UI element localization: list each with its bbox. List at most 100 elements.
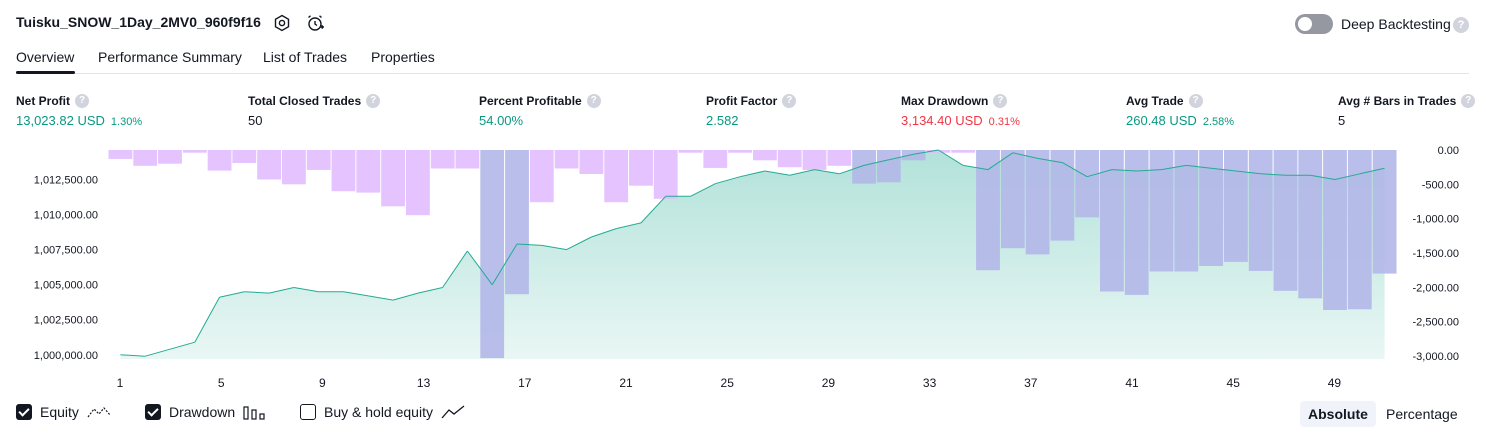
- drawdown-bar: [207, 150, 232, 171]
- info-icon[interactable]: ?: [1188, 94, 1203, 108]
- drawdown-checkbox[interactable]: [145, 404, 161, 420]
- info-icon[interactable]: ?: [75, 94, 89, 108]
- info-icon[interactable]: ?: [782, 94, 797, 108]
- metric-avg-bars-label: Avg # Bars in Trades?: [1338, 94, 1476, 108]
- equity-line-segment: [1062, 162, 1088, 178]
- metric-profit-factor-label: Profit Factor?: [706, 94, 797, 108]
- tab-performance-summary[interactable]: Performance Summary: [98, 49, 242, 65]
- percentage-button[interactable]: Percentage: [1386, 406, 1458, 422]
- drawdown-bar: [1149, 150, 1174, 272]
- drawdown-bar: [876, 150, 901, 183]
- metric-max-drawdown-pct: 0.31%: [988, 116, 1020, 128]
- equity-line-segment: [1260, 173, 1286, 176]
- right-axis-tick-label: -1,500.00: [1413, 248, 1459, 260]
- equity-line-segment: [417, 287, 443, 294]
- legend-equity[interactable]: Equity: [16, 404, 111, 420]
- equity-line-segment: [268, 287, 295, 294]
- equity-line-segment: [541, 244, 567, 251]
- drawdown-bar: [753, 150, 777, 161]
- drawdown-bar: [1224, 150, 1248, 262]
- metric-net-profit-value: 13,023.82 USD 1.30%: [16, 113, 143, 128]
- buy-hold-line-icon: [441, 405, 465, 419]
- equity-line-segment: [839, 164, 865, 175]
- equity-line-icon: [87, 407, 111, 418]
- equity-line-segment: [491, 243, 518, 285]
- legend-buy-hold[interactable]: Buy & hold equity: [300, 404, 465, 420]
- question-icon[interactable]: ?: [1453, 17, 1469, 33]
- right-axis-tick-label: -500.00: [1422, 179, 1459, 191]
- x-axis-tick-label: 13: [417, 376, 431, 390]
- x-axis-tick-label: 33: [923, 376, 937, 390]
- equity-line-segment: [566, 236, 592, 251]
- x-axis-tick-label: 17: [518, 376, 532, 390]
- equity-drawdown-chart[interactable]: 1,012,500.00 1,010,000.00 1,007,500.00 1,00…: [0, 140, 1486, 390]
- gear-icon[interactable]: [272, 13, 292, 33]
- drawdown-bar: [703, 150, 728, 168]
- equity-line-segment: [938, 149, 964, 166]
- metric-max-drawdown-value: 3,134.40 USD 0.31%: [901, 113, 1020, 128]
- metric-avg-bars-value: 5: [1338, 113, 1346, 128]
- drawdown-bar: [158, 150, 182, 164]
- drawdown-bar: [1199, 150, 1223, 266]
- drawdown-bar: [1347, 150, 1372, 310]
- right-axis-tick-label: 0.00: [1438, 145, 1459, 157]
- equity-line-segment: [913, 149, 939, 155]
- left-axis-tick-label: 1,005,000.00: [34, 280, 98, 292]
- equity-checkbox[interactable]: [16, 404, 32, 420]
- right-axis-tick-label: -3,000.00: [1413, 351, 1459, 363]
- drawdown-bar: [331, 150, 356, 192]
- metric-avg-trade-label: Avg Trade?: [1126, 94, 1203, 108]
- x-axis-tick-label: 49: [1328, 376, 1342, 390]
- x-axis-tick-label: 29: [822, 376, 836, 390]
- equity-line-segment: [516, 243, 542, 246]
- metric-net-profit-label: Net Profit?: [16, 94, 89, 108]
- drawdown-bars-icon: [243, 406, 265, 420]
- equity-line-segment: [194, 297, 220, 343]
- drawdown-bar: [1000, 150, 1025, 249]
- drawdown-bar: [852, 150, 876, 184]
- drawdown-bar: [604, 150, 629, 203]
- x-axis-tick-label: 9: [319, 376, 326, 390]
- left-axis-tick-label: 1,007,500.00: [34, 245, 98, 257]
- tabs-divider: [16, 73, 1469, 74]
- tab-properties[interactable]: Properties: [371, 49, 435, 65]
- drawdown-bar: [1100, 150, 1124, 292]
- info-icon[interactable]: ?: [366, 94, 381, 108]
- equity-line-segment: [293, 287, 319, 293]
- equity-line-segment: [739, 170, 766, 178]
- equity-line-segment: [120, 354, 146, 357]
- deep-backtesting-toggle[interactable]: [1295, 14, 1333, 34]
- equity-line-segment: [1111, 169, 1137, 172]
- absolute-button[interactable]: Absolute: [1300, 401, 1376, 427]
- left-axis-tick-label: 1,010,000.00: [34, 210, 98, 222]
- drawdown-bar: [579, 150, 604, 174]
- drawdown-bar: [976, 150, 1000, 271]
- legend-drawdown[interactable]: Drawdown: [145, 404, 265, 420]
- tab-list-of-trades[interactable]: List of Trades: [263, 49, 348, 65]
- alarm-add-icon[interactable]: [305, 13, 325, 33]
- info-icon[interactable]: ?: [586, 94, 601, 108]
- x-axis-tick-label: 45: [1227, 376, 1241, 390]
- tab-overview[interactable]: Overview: [16, 49, 75, 65]
- equity-line-segment: [442, 250, 468, 288]
- equity-line-segment: [1037, 157, 1063, 164]
- drawdown-bar: [1124, 150, 1149, 295]
- drawdown-bar: [356, 150, 381, 193]
- right-axis-tick-label: -2,500.00: [1413, 317, 1459, 329]
- info-icon[interactable]: ?: [1461, 94, 1476, 108]
- buy-hold-checkbox[interactable]: [300, 404, 316, 420]
- metric-percent-profitable-value: 54.00%: [479, 113, 524, 128]
- drawdown-bar: [108, 150, 133, 159]
- equity-line-segment: [392, 292, 419, 301]
- info-icon[interactable]: ?: [993, 94, 1008, 108]
- legend-buy-hold-label: Buy & hold equity: [324, 404, 433, 420]
- right-axis-tick-label: -1,000.00: [1413, 214, 1459, 226]
- drawdown-bar: [529, 150, 554, 203]
- metric-net-profit-pct: 1.30%: [110, 116, 143, 128]
- drawdown-bar: [257, 150, 281, 180]
- equity-line-segment: [616, 222, 642, 230]
- drawdown-bar: [455, 150, 480, 169]
- x-axis-tick-label: 5: [218, 376, 225, 390]
- toggle-knob: [1298, 17, 1312, 31]
- left-axis-tick-label: 1,000,000.00: [34, 350, 98, 362]
